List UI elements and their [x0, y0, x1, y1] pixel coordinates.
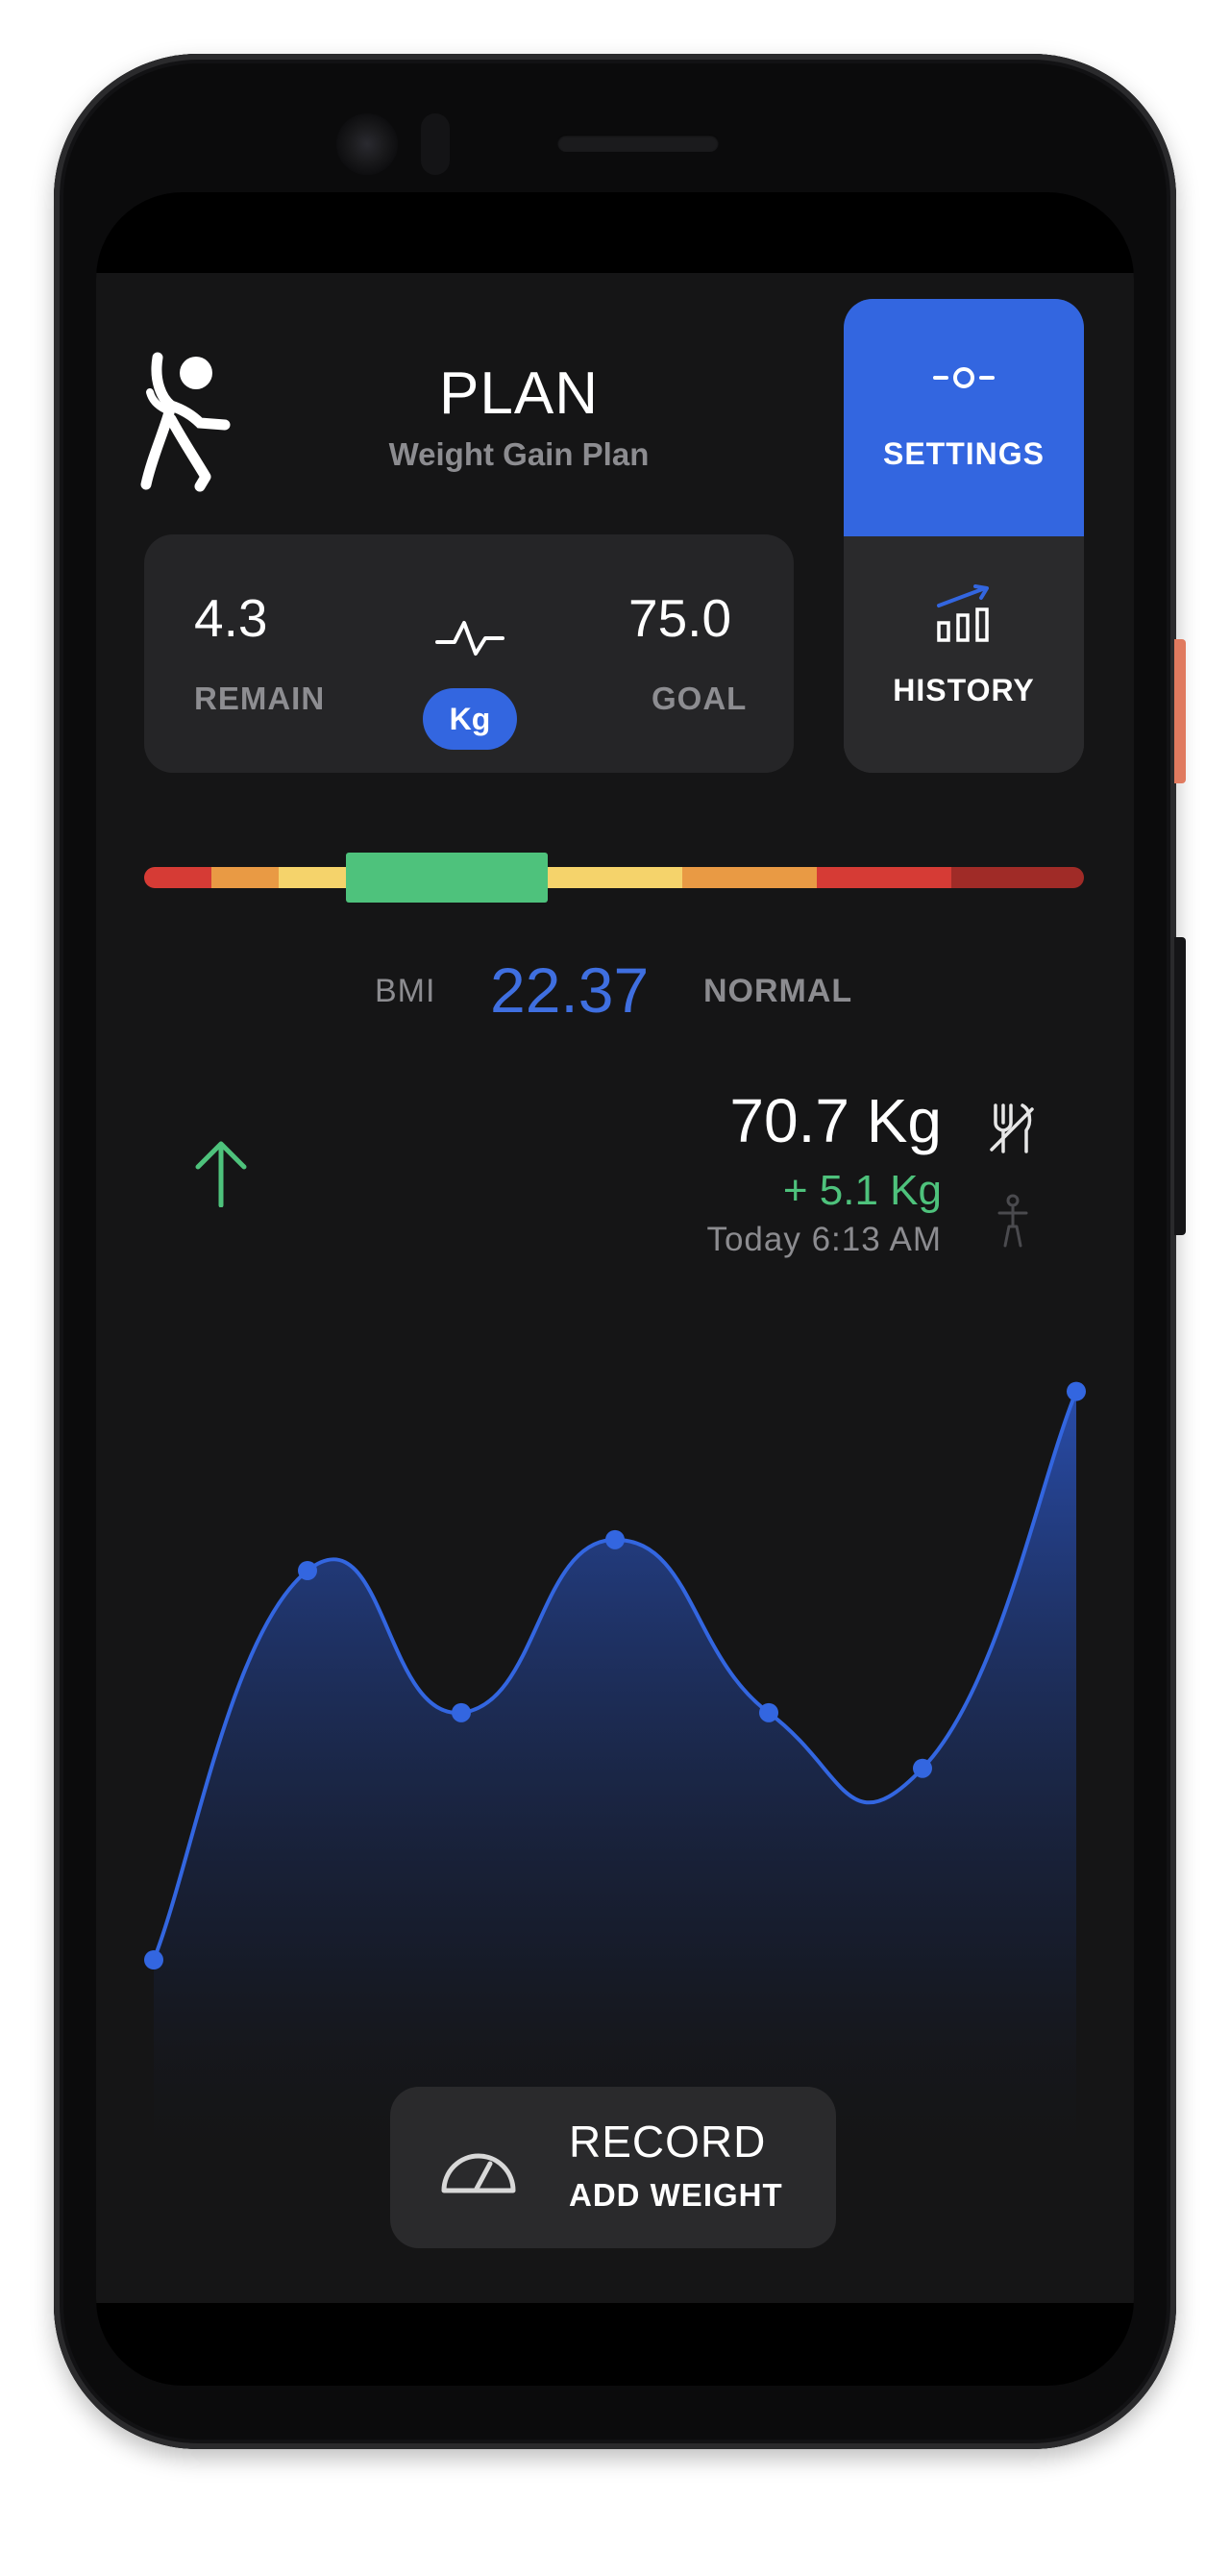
- bar-chart-trend-icon: [937, 584, 989, 642]
- bmi-segment: [279, 867, 346, 888]
- weight-delta: + 5.1 Kg: [782, 1167, 942, 1214]
- bmi-scale-bar: [144, 867, 1084, 888]
- record-weight-button[interactable]: RECORD ADD WEIGHT: [390, 2087, 836, 2248]
- settings-button[interactable]: SETTINGS: [844, 299, 1084, 536]
- app-view: PLAN Weight Gain Plan 4.3 REMAIN Kg 75.0…: [96, 273, 1134, 2303]
- remain-label: REMAIN: [194, 681, 326, 716]
- chart-data-point[interactable]: [913, 1758, 932, 1778]
- bmi-segment: [682, 867, 817, 888]
- front-sensor: [421, 113, 450, 175]
- phone-screen: PLAN Weight Gain Plan 4.3 REMAIN Kg 75.0…: [96, 192, 1134, 2386]
- bmi-label: BMI: [375, 973, 436, 1009]
- speedometer-icon: [441, 2153, 516, 2193]
- record-subtitle: ADD WEIGHT: [569, 2177, 783, 2213]
- bmi-segment: [211, 867, 279, 888]
- page-title: PLAN: [439, 360, 599, 427]
- chart-data-point[interactable]: [298, 1561, 317, 1580]
- chart-data-point[interactable]: [1067, 1381, 1086, 1401]
- chart-area-fill: [154, 1391, 1076, 2176]
- last-record-time: Today 6:13 AM: [706, 1221, 942, 1258]
- history-button[interactable]: HISTORY: [844, 536, 1084, 773]
- bmi-segment: [144, 867, 211, 888]
- settings-label: SETTINGS: [882, 436, 1045, 471]
- bmi-value: 22.37: [490, 954, 650, 1026]
- record-title: RECORD: [569, 2117, 767, 2167]
- chart-data-point[interactable]: [759, 1702, 778, 1722]
- front-camera: [336, 113, 398, 175]
- side-panel: SETTINGS HISTORY: [844, 299, 1084, 773]
- bmi-segment: [548, 867, 682, 888]
- arrow-up-icon: [195, 1141, 247, 1207]
- person-icon[interactable]: [996, 1194, 1030, 1248]
- side-button-volume: [1174, 937, 1186, 1235]
- utensils-off-icon[interactable]: [988, 1102, 1036, 1155]
- side-button-power: [1174, 639, 1186, 783]
- remain-value: 4.3: [194, 588, 268, 648]
- chart-data-point[interactable]: [144, 1950, 163, 1969]
- earpiece-speaker: [557, 135, 719, 152]
- stretching-person-icon: [140, 352, 231, 492]
- goal-value: 75.0: [628, 588, 732, 648]
- current-weight: 70.7 Kg: [729, 1086, 942, 1155]
- history-label: HISTORY: [893, 673, 1035, 707]
- slider-icon: [933, 367, 995, 388]
- unit-toggle[interactable]: Kg: [423, 688, 517, 750]
- bmi-segment: [817, 867, 951, 888]
- bmi-status: NORMAL: [703, 973, 853, 1009]
- chart-data-point[interactable]: [452, 1702, 471, 1722]
- bmi-segment: [951, 867, 1084, 888]
- bmi-indicator: [346, 853, 548, 903]
- weight-history-chart: [144, 1381, 1086, 2176]
- chart-data-point[interactable]: [605, 1529, 625, 1549]
- pulse-icon: [435, 621, 504, 656]
- chart-points: [144, 1381, 1086, 1969]
- weight-summary-card: 4.3 REMAIN Kg 75.0 GOAL: [144, 534, 794, 773]
- goal-label: GOAL: [652, 681, 748, 716]
- page-subtitle: Weight Gain Plan: [388, 436, 650, 472]
